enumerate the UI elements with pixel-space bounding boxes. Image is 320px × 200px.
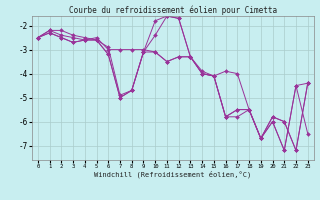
- X-axis label: Windchill (Refroidissement éolien,°C): Windchill (Refroidissement éolien,°C): [94, 171, 252, 178]
- Title: Courbe du refroidissement éolien pour Cimetta: Courbe du refroidissement éolien pour Ci…: [69, 6, 277, 15]
